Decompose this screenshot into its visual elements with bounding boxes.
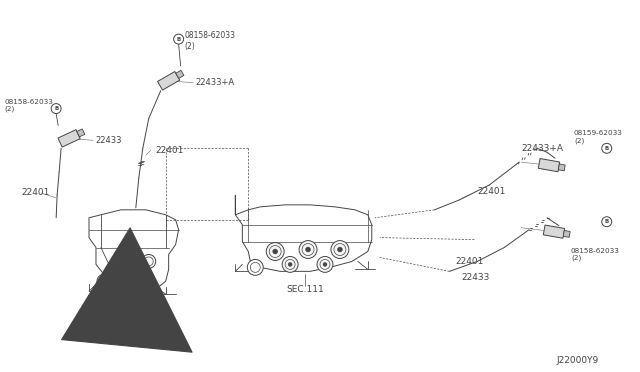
Circle shape (337, 247, 342, 252)
Circle shape (113, 256, 129, 272)
Text: B: B (605, 219, 609, 224)
Text: 22401: 22401 (156, 146, 184, 155)
Circle shape (602, 143, 612, 153)
Polygon shape (58, 130, 80, 147)
Text: B: B (177, 36, 180, 42)
Polygon shape (563, 230, 570, 237)
Circle shape (97, 274, 111, 288)
Text: SEC.111: SEC.111 (102, 299, 140, 309)
Polygon shape (89, 210, 179, 292)
Circle shape (142, 254, 156, 268)
Circle shape (273, 249, 278, 254)
Circle shape (299, 241, 317, 259)
Polygon shape (236, 195, 372, 271)
Text: 08158-62033
(2): 08158-62033 (2) (184, 31, 236, 51)
Circle shape (323, 262, 327, 266)
Polygon shape (558, 164, 565, 171)
Circle shape (331, 241, 349, 259)
Text: 08158-62033
(2): 08158-62033 (2) (4, 99, 53, 112)
Text: 22433: 22433 (95, 136, 122, 145)
Text: 22433+A: 22433+A (196, 78, 235, 87)
Polygon shape (176, 70, 184, 78)
Text: 08159-62033
(2): 08159-62033 (2) (574, 131, 623, 144)
Circle shape (173, 34, 184, 44)
Circle shape (282, 256, 298, 272)
Circle shape (247, 259, 263, 275)
Circle shape (317, 256, 333, 272)
Circle shape (51, 104, 61, 113)
Polygon shape (157, 71, 180, 90)
Polygon shape (538, 158, 559, 172)
Text: 22401: 22401 (21, 189, 50, 198)
Text: 08158-62033
(2): 08158-62033 (2) (571, 247, 620, 261)
Text: SEC.111: SEC.111 (286, 285, 324, 294)
Text: FRONT: FRONT (104, 302, 138, 325)
Polygon shape (77, 129, 84, 137)
Text: B: B (54, 106, 58, 111)
Circle shape (305, 247, 310, 252)
Circle shape (602, 217, 612, 227)
Text: 22401: 22401 (456, 257, 484, 266)
Circle shape (266, 243, 284, 260)
Text: J22000Y9: J22000Y9 (557, 356, 599, 365)
Text: B: B (605, 146, 609, 151)
Circle shape (288, 262, 292, 266)
Polygon shape (543, 225, 564, 238)
Text: 22433+A: 22433+A (521, 144, 563, 153)
Text: 22433: 22433 (461, 273, 490, 282)
Text: 22401: 22401 (477, 187, 506, 196)
